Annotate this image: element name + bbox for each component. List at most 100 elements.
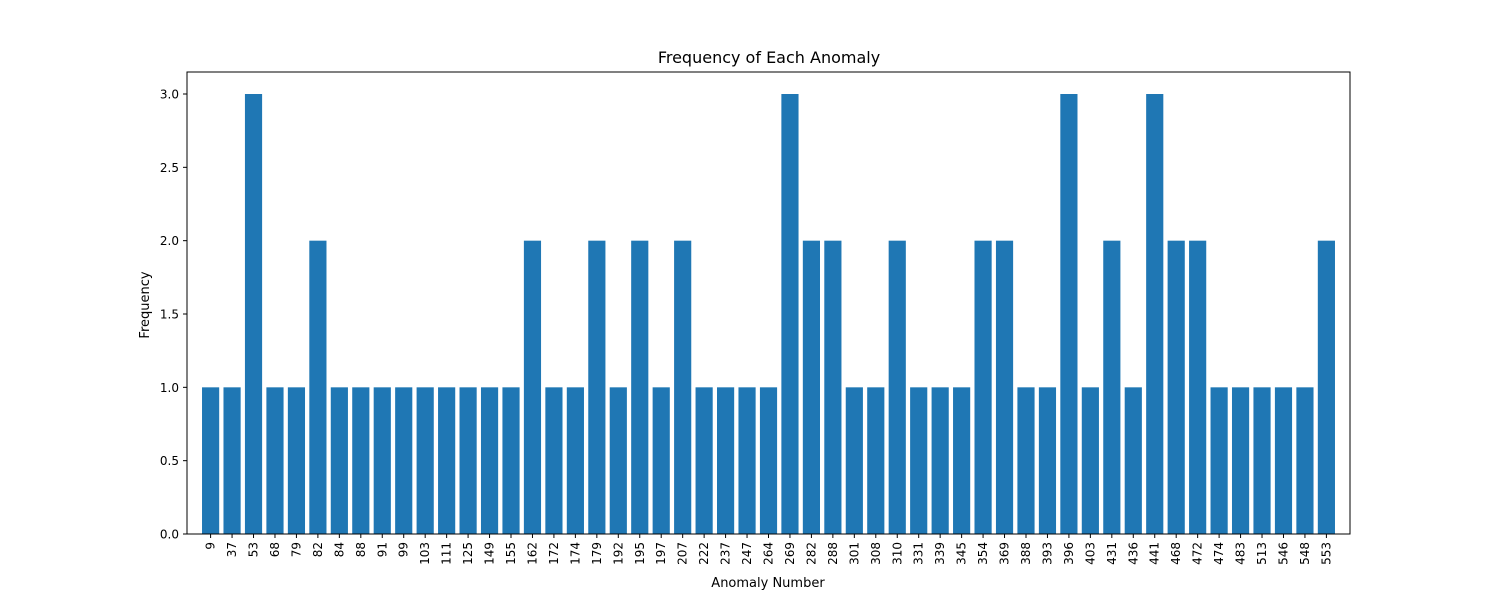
- bar-441: [1146, 94, 1164, 534]
- x-tick-label: 172: [547, 542, 561, 565]
- x-tick-label: 37: [225, 542, 239, 557]
- x-tick-label: 310: [890, 542, 904, 565]
- bar-172: [545, 387, 563, 534]
- bar-37: [223, 387, 241, 534]
- y-axis: 0.0 0.5 1.0 1.5 2.0 2.5 3.0: [160, 88, 187, 542]
- bar-125: [459, 387, 477, 534]
- bar-222: [695, 387, 713, 534]
- bar-282: [802, 240, 820, 535]
- x-tick-label: 403: [1083, 542, 1097, 565]
- bar-162: [523, 240, 542, 535]
- bar-339: [931, 387, 949, 534]
- bar-308: [867, 387, 885, 534]
- bar-393: [1038, 387, 1057, 534]
- bars-group: [202, 94, 1335, 535]
- x-tick-label: 111: [440, 542, 454, 565]
- bar-149: [480, 387, 499, 534]
- y-tick-label: 1.5: [160, 308, 179, 322]
- x-tick-label: 53: [247, 542, 261, 557]
- x-tick-label: 308: [869, 542, 883, 565]
- bar-247: [738, 387, 756, 534]
- x-tick-label: 269: [783, 542, 797, 565]
- bar-548: [1296, 387, 1314, 534]
- x-tick-label: 149: [483, 542, 497, 565]
- x-tick-label: 125: [461, 542, 475, 565]
- x-tick-label: 179: [590, 542, 604, 565]
- bar-472: [1189, 240, 1207, 535]
- bar-310: [888, 240, 906, 535]
- x-tick-label: 301: [847, 542, 861, 565]
- y-tick-label: 2.0: [160, 234, 179, 248]
- bar-264: [759, 387, 778, 534]
- x-tick-label: 192: [611, 542, 625, 565]
- bar-269: [781, 94, 799, 534]
- bar-468: [1167, 240, 1185, 535]
- x-tick-label: 207: [676, 542, 690, 565]
- bar-483: [1231, 387, 1250, 534]
- x-tick-label: 99: [397, 542, 411, 557]
- bar-82: [309, 240, 327, 535]
- x-axis: 9 37 53 68 79 82 84 88 91 99 103 111 125 149 155 162 172…: [204, 534, 1333, 565]
- bar-9: [202, 387, 220, 534]
- bar-195: [631, 240, 649, 535]
- x-tick-label: 9: [204, 542, 218, 550]
- bar-388: [1017, 387, 1035, 534]
- chart-title: Frequency of Each Anomaly: [658, 48, 880, 67]
- bar-91: [373, 387, 391, 534]
- bar-155: [502, 387, 520, 534]
- bar-88: [352, 387, 370, 534]
- x-tick-label: 264: [762, 542, 776, 565]
- bar-237: [717, 387, 735, 534]
- bar-111: [438, 387, 456, 534]
- x-tick-label: 546: [1276, 542, 1290, 565]
- y-tick-label: 0.5: [160, 454, 179, 468]
- x-tick-label: 155: [504, 542, 518, 565]
- x-tick-label: 548: [1298, 542, 1312, 565]
- bar-345: [953, 387, 971, 534]
- bar-436: [1124, 387, 1142, 534]
- bar-79: [287, 387, 306, 534]
- bar-53: [244, 94, 263, 534]
- bar-553: [1317, 240, 1335, 535]
- x-axis-label: Anomaly Number: [711, 576, 825, 591]
- x-tick-label: 331: [912, 542, 926, 565]
- bar-546: [1274, 387, 1293, 534]
- y-tick-label: 1.0: [160, 381, 179, 395]
- x-tick-label: 369: [998, 542, 1012, 565]
- bar-179: [588, 240, 606, 535]
- y-axis-label: Frequency: [138, 271, 153, 338]
- x-tick-label: 393: [1040, 542, 1054, 565]
- bar-207: [674, 240, 692, 535]
- x-tick-label: 282: [804, 542, 818, 565]
- x-tick-label: 88: [354, 542, 368, 557]
- bar-369: [995, 240, 1014, 535]
- bar-396: [1060, 94, 1078, 534]
- bar-84: [330, 387, 348, 534]
- x-tick-label: 195: [633, 542, 647, 565]
- bar-301: [845, 387, 863, 534]
- x-tick-label: 441: [1148, 542, 1162, 565]
- bar-99: [395, 387, 413, 534]
- x-tick-label: 84: [332, 542, 346, 557]
- x-tick-label: 396: [1062, 542, 1076, 565]
- x-tick-label: 354: [976, 542, 990, 565]
- x-tick-label: 174: [568, 542, 582, 565]
- x-tick-label: 288: [826, 542, 840, 565]
- x-tick-label: 247: [740, 542, 754, 565]
- bar-103: [416, 387, 434, 534]
- x-tick-label: 553: [1319, 542, 1333, 565]
- y-tick-label: 3.0: [160, 88, 179, 102]
- bar-174: [566, 387, 584, 534]
- plot-frame: [186, 71, 1351, 535]
- y-tick-label: 2.5: [160, 161, 179, 175]
- bar-403: [1081, 387, 1099, 534]
- bar-192: [609, 387, 627, 534]
- bar-197: [652, 387, 670, 534]
- bar-513: [1253, 387, 1271, 534]
- x-tick-label: 468: [1169, 542, 1183, 565]
- x-tick-label: 91: [375, 542, 389, 557]
- bar-354: [974, 240, 992, 535]
- x-tick-label: 345: [955, 542, 969, 565]
- bar-431: [1103, 240, 1121, 535]
